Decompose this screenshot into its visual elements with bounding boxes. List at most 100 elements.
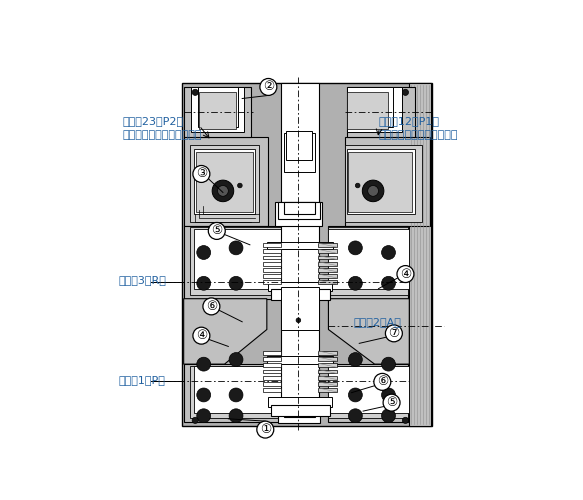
Text: ⑤: ⑤ (211, 224, 222, 237)
Bar (275, 202, 322, 226)
Circle shape (212, 180, 234, 202)
Circle shape (229, 352, 243, 366)
Circle shape (203, 298, 220, 315)
Text: ④: ④ (196, 329, 207, 342)
Bar (347, 87, 415, 137)
Bar (318, 351, 337, 355)
Circle shape (381, 409, 395, 422)
Circle shape (196, 357, 210, 371)
Text: ⑦: ⑦ (388, 327, 399, 340)
Text: ①: ① (259, 423, 271, 436)
Bar (271, 405, 330, 415)
Bar (263, 274, 282, 278)
Text: ⑥: ⑥ (377, 376, 388, 388)
Circle shape (257, 421, 274, 438)
Polygon shape (328, 298, 409, 364)
Circle shape (193, 166, 210, 182)
Text: ②: ② (263, 80, 274, 94)
Bar (318, 370, 337, 374)
Circle shape (196, 409, 210, 422)
Bar (318, 268, 337, 272)
Bar (182, 83, 433, 426)
Bar (284, 202, 315, 214)
Bar (194, 148, 255, 214)
Bar (328, 364, 408, 422)
Bar (328, 226, 408, 298)
Bar (263, 268, 282, 272)
Circle shape (368, 186, 378, 196)
Bar (284, 133, 315, 172)
Bar (263, 364, 282, 367)
Bar (318, 244, 337, 247)
Bar (318, 274, 337, 278)
Circle shape (208, 222, 225, 240)
Bar (263, 280, 282, 284)
Circle shape (217, 186, 229, 196)
Circle shape (192, 90, 198, 96)
Circle shape (381, 388, 395, 402)
Bar (184, 87, 251, 137)
Circle shape (193, 327, 210, 344)
Text: ボーツ1（P）: ボーツ1（P） (119, 376, 166, 386)
Bar (263, 376, 282, 380)
Circle shape (349, 276, 362, 290)
Bar (349, 152, 412, 212)
Bar (284, 399, 315, 416)
Bar (263, 370, 282, 374)
Bar (286, 131, 312, 160)
Bar (267, 356, 333, 364)
Circle shape (196, 276, 210, 290)
Circle shape (402, 418, 409, 424)
Text: ボーツ23（P2）
（パイロットエアポート）: ボーツ23（P2） （パイロットエアポート） (123, 116, 202, 140)
Circle shape (349, 409, 362, 422)
Text: ⑥: ⑥ (206, 300, 217, 313)
Bar (318, 388, 337, 392)
Bar (318, 262, 337, 266)
Bar (184, 137, 268, 226)
Circle shape (260, 78, 277, 96)
Bar (263, 357, 282, 361)
Bar (263, 388, 282, 392)
Bar (328, 366, 408, 418)
Circle shape (381, 246, 395, 260)
Bar (184, 364, 282, 422)
Bar (263, 250, 282, 254)
Circle shape (229, 276, 243, 290)
Bar (318, 280, 337, 284)
Polygon shape (184, 298, 267, 364)
Circle shape (374, 374, 391, 390)
Circle shape (229, 409, 243, 422)
Circle shape (349, 388, 362, 402)
Bar (190, 366, 280, 418)
Circle shape (238, 183, 242, 188)
Circle shape (356, 183, 360, 188)
Bar (278, 399, 320, 423)
Bar (263, 262, 282, 266)
Circle shape (385, 325, 402, 342)
Text: ボーツ2（A）: ボーツ2（A） (353, 317, 401, 327)
Circle shape (229, 241, 243, 255)
Bar (194, 230, 280, 290)
Text: ボーツ3（R）: ボーツ3（R） (119, 275, 167, 285)
Bar (280, 83, 319, 422)
Bar (347, 87, 393, 127)
Text: ⑤: ⑤ (386, 396, 397, 409)
Text: ④: ④ (400, 268, 411, 280)
Bar (318, 364, 337, 367)
Bar (347, 87, 402, 132)
Bar (328, 227, 408, 295)
Bar (271, 290, 330, 300)
Bar (263, 256, 282, 260)
Bar (263, 382, 282, 386)
Text: ③: ③ (196, 168, 207, 180)
Circle shape (349, 352, 362, 366)
Circle shape (229, 388, 243, 402)
Bar (198, 87, 237, 127)
Bar (318, 250, 337, 254)
Bar (345, 137, 430, 226)
Circle shape (196, 388, 210, 402)
Bar (268, 398, 332, 406)
Bar (318, 256, 337, 260)
Circle shape (196, 246, 210, 260)
Bar (190, 144, 259, 222)
